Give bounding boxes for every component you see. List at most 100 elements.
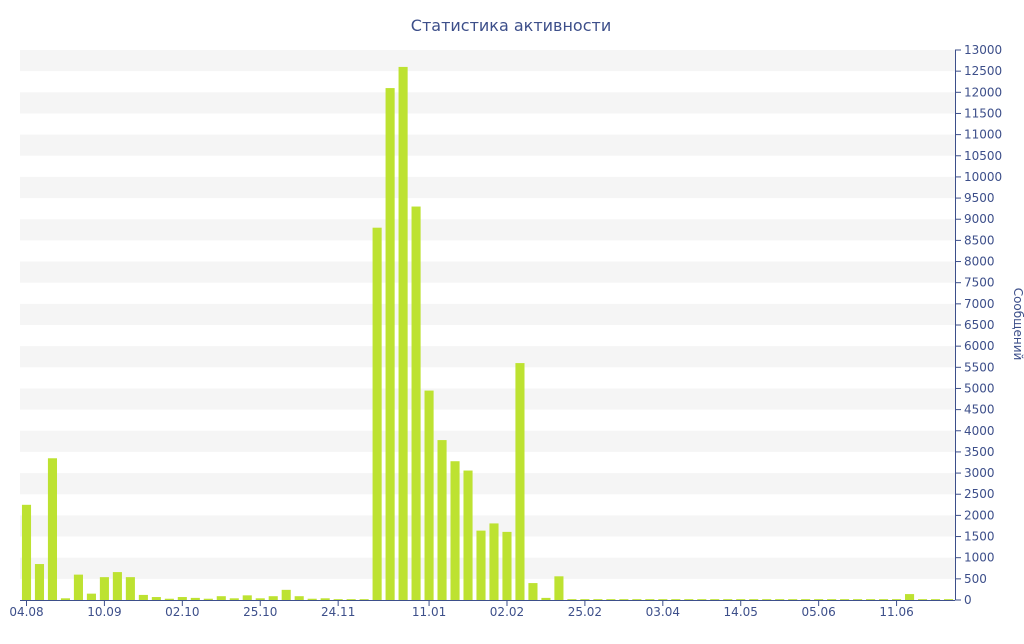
y-tick-label: 11500	[964, 106, 1002, 120]
bar	[450, 461, 460, 600]
bar	[216, 596, 226, 600]
y-tick-label: 8000	[964, 255, 995, 269]
bar	[242, 595, 252, 600]
grid-band	[20, 557, 955, 579]
y-tick-label: 5500	[964, 360, 995, 374]
bar	[229, 598, 239, 600]
bar	[346, 599, 356, 600]
bar	[164, 598, 174, 600]
y-tick-label: 2500	[964, 487, 995, 501]
y-tick-label: 1500	[964, 530, 995, 544]
x-axis: 04.08 10.09 02.10 25.10 24.11 11.01 02.02 25.02…	[9, 600, 955, 619]
bar	[86, 593, 96, 600]
bar	[73, 574, 83, 600]
bar	[645, 599, 655, 600]
grid-bands	[20, 50, 955, 579]
y-tick-label: 4000	[964, 424, 995, 438]
x-tick-label: 10.09	[87, 605, 121, 619]
x-tick-label: 11.06	[879, 605, 913, 619]
x-tick-label: 02.10	[165, 605, 199, 619]
bar	[684, 599, 694, 600]
bar	[593, 599, 603, 600]
y-tick-label: 10000	[964, 170, 1002, 184]
x-tick-label: 24.11	[321, 605, 355, 619]
y-tick-label: 8500	[964, 233, 995, 247]
bar	[671, 599, 681, 600]
bar	[710, 599, 720, 600]
x-tick-label: 02.02	[490, 605, 524, 619]
bar	[398, 66, 408, 601]
y-tick-label: 4500	[964, 403, 995, 417]
bar	[125, 577, 135, 600]
bar	[723, 599, 733, 600]
bar	[502, 531, 512, 600]
bar	[619, 599, 629, 600]
grid-band	[20, 219, 955, 241]
bar	[892, 599, 902, 600]
bar	[853, 599, 863, 600]
y-tick-label: 10500	[964, 149, 1002, 163]
grid-band	[20, 176, 955, 199]
bar	[112, 572, 122, 600]
grid-band	[20, 92, 955, 114]
bar	[840, 599, 850, 600]
bar	[21, 504, 32, 600]
bar	[99, 577, 109, 600]
x-tick-label: 11.01	[412, 605, 446, 619]
y-tick-label: 0	[964, 593, 972, 607]
bar	[372, 227, 382, 600]
bar	[541, 597, 551, 600]
bars	[21, 66, 954, 601]
bar	[476, 530, 486, 600]
bar	[930, 599, 941, 600]
bar	[554, 576, 564, 600]
y-tick-label: 1000	[964, 551, 995, 565]
grid-band	[20, 303, 955, 325]
bar	[359, 599, 369, 600]
bar	[411, 206, 421, 601]
y-tick-label: 12500	[964, 64, 1002, 78]
bar	[34, 564, 45, 600]
bar	[697, 599, 707, 600]
bar	[151, 597, 161, 600]
bar	[177, 597, 187, 600]
bar	[255, 598, 265, 600]
bar	[879, 599, 889, 600]
chart-title: Статистика активности	[411, 16, 611, 35]
grid-band	[20, 261, 955, 283]
bar	[60, 598, 70, 600]
x-tick-label: 25.10	[243, 605, 277, 619]
y-tick-label: 6500	[964, 318, 995, 332]
bar	[203, 598, 213, 600]
bar	[943, 599, 954, 600]
bar	[281, 589, 291, 600]
x-tick-label: 04.08	[9, 605, 43, 619]
bar	[47, 458, 58, 600]
bar	[268, 596, 278, 600]
y-tick-label: 6000	[964, 339, 995, 353]
bar	[190, 597, 200, 600]
y-tick-label: 13000	[964, 43, 1002, 57]
bar	[632, 599, 642, 600]
bar	[580, 599, 590, 600]
y-tick-label: 7000	[964, 297, 995, 311]
grid-band	[20, 430, 955, 452]
x-tick-label: 25.02	[568, 605, 602, 619]
y-tick-label: 11000	[964, 128, 1002, 142]
bar	[801, 599, 811, 600]
y-tick-label: 9000	[964, 212, 995, 226]
y-tick-label: 3500	[964, 445, 995, 459]
y-axis: 0 500 1000 1500 2000 2500 3000 3500 4000 4500 5000…	[955, 43, 1002, 607]
bar	[788, 599, 798, 600]
grid-band	[20, 473, 955, 495]
bar	[567, 599, 577, 600]
bar	[385, 88, 395, 600]
bar	[814, 599, 824, 600]
bar	[736, 599, 746, 600]
bar	[424, 390, 434, 600]
bar	[775, 599, 785, 600]
y-tick-label: 9500	[964, 191, 995, 205]
bar	[658, 599, 668, 600]
